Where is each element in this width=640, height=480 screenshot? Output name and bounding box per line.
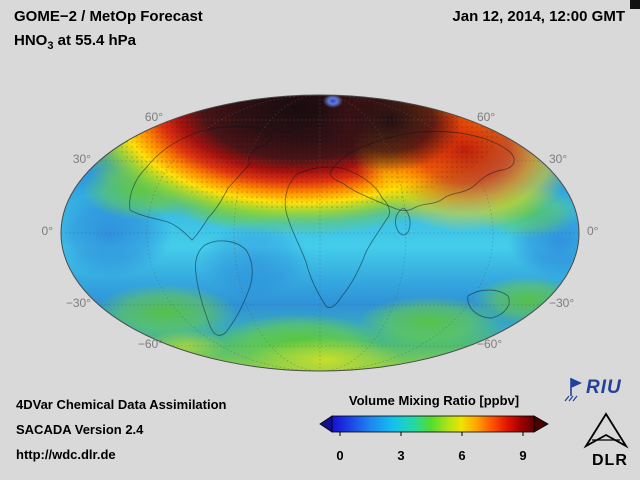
colorbar-tick-0: 0 bbox=[336, 448, 344, 463]
colorbar bbox=[319, 415, 549, 436]
meridian-120 bbox=[146, 95, 494, 371]
corner-mark bbox=[630, 0, 640, 9]
south-america-outline bbox=[195, 240, 253, 336]
species-formula: HNO bbox=[14, 32, 48, 49]
lat-label-left-30: 30° bbox=[72, 152, 91, 166]
vortex-stipple-texture bbox=[105, 95, 505, 210]
greenland-outline bbox=[267, 110, 304, 133]
lat-label-left-m30: −30° bbox=[65, 296, 91, 310]
riu-logo-text: RIU bbox=[586, 377, 622, 398]
continent-outlines bbox=[129, 110, 515, 336]
vortex-blue-spot bbox=[323, 95, 343, 108]
colorbar-tick-3: 3 bbox=[397, 448, 405, 463]
eurasia-outline bbox=[329, 131, 515, 211]
green-patch-south bbox=[358, 296, 502, 348]
lat-label-right-m60: −60° bbox=[477, 337, 503, 351]
lat-label-left-0: 0° bbox=[41, 224, 53, 238]
forecast-datetime: Jan 12, 2014, 12:00 GMT bbox=[452, 8, 625, 25]
colorbar-left-arrow bbox=[319, 415, 333, 433]
lat-label-left-60: 60° bbox=[144, 110, 163, 124]
colorbar-tick-marks bbox=[339, 432, 524, 436]
north-america-outline bbox=[129, 125, 271, 241]
colorbar-tick-9: 9 bbox=[519, 448, 527, 463]
africa-outline bbox=[284, 166, 390, 308]
australia-outline bbox=[467, 289, 510, 319]
credit-url: http://wdc.dlr.de bbox=[16, 447, 116, 462]
map-field bbox=[61, 95, 579, 371]
meridian-60 bbox=[233, 95, 407, 371]
lat-label-right-m30: −30° bbox=[549, 296, 575, 310]
species-subscript: 3 bbox=[47, 40, 54, 52]
pressure-level: at 55.4 hPa bbox=[53, 32, 137, 49]
lat-label-right-0: 0° bbox=[587, 224, 599, 238]
plot-title: GOME−2 / MetOp Forecast bbox=[14, 8, 203, 25]
plot-subtitle: HNO3 at 55.4 hPa bbox=[14, 32, 136, 52]
map-boundary bbox=[60, 94, 580, 372]
green-patch-south bbox=[93, 284, 237, 340]
lat-label-left-m60: −60° bbox=[137, 337, 163, 351]
dlr-logo-text: DLR bbox=[592, 452, 628, 469]
riu-logo: RIU bbox=[562, 376, 636, 404]
colorbar-title: Volume Mixing Ratio [ppbv] bbox=[348, 393, 520, 408]
lat-label-right-60: 60° bbox=[477, 110, 496, 124]
colorbar-right-arrow bbox=[533, 415, 549, 433]
credit-assimilation: 4DVar Chemical Data Assimilation bbox=[16, 397, 227, 412]
colorbar-gradient bbox=[331, 415, 535, 433]
dlr-emblem-icon bbox=[583, 412, 629, 449]
india-outline bbox=[395, 207, 411, 236]
colorbar-tick-6: 6 bbox=[458, 448, 466, 463]
yellowgreen-patch-antarctic bbox=[247, 338, 403, 371]
lat-label-right-30: 30° bbox=[549, 152, 568, 166]
riu-antenna-icon bbox=[564, 378, 582, 402]
credit-version: SACADA Version 2.4 bbox=[16, 422, 144, 437]
dlr-logo: DLR bbox=[578, 408, 636, 474]
graticule bbox=[61, 95, 579, 371]
